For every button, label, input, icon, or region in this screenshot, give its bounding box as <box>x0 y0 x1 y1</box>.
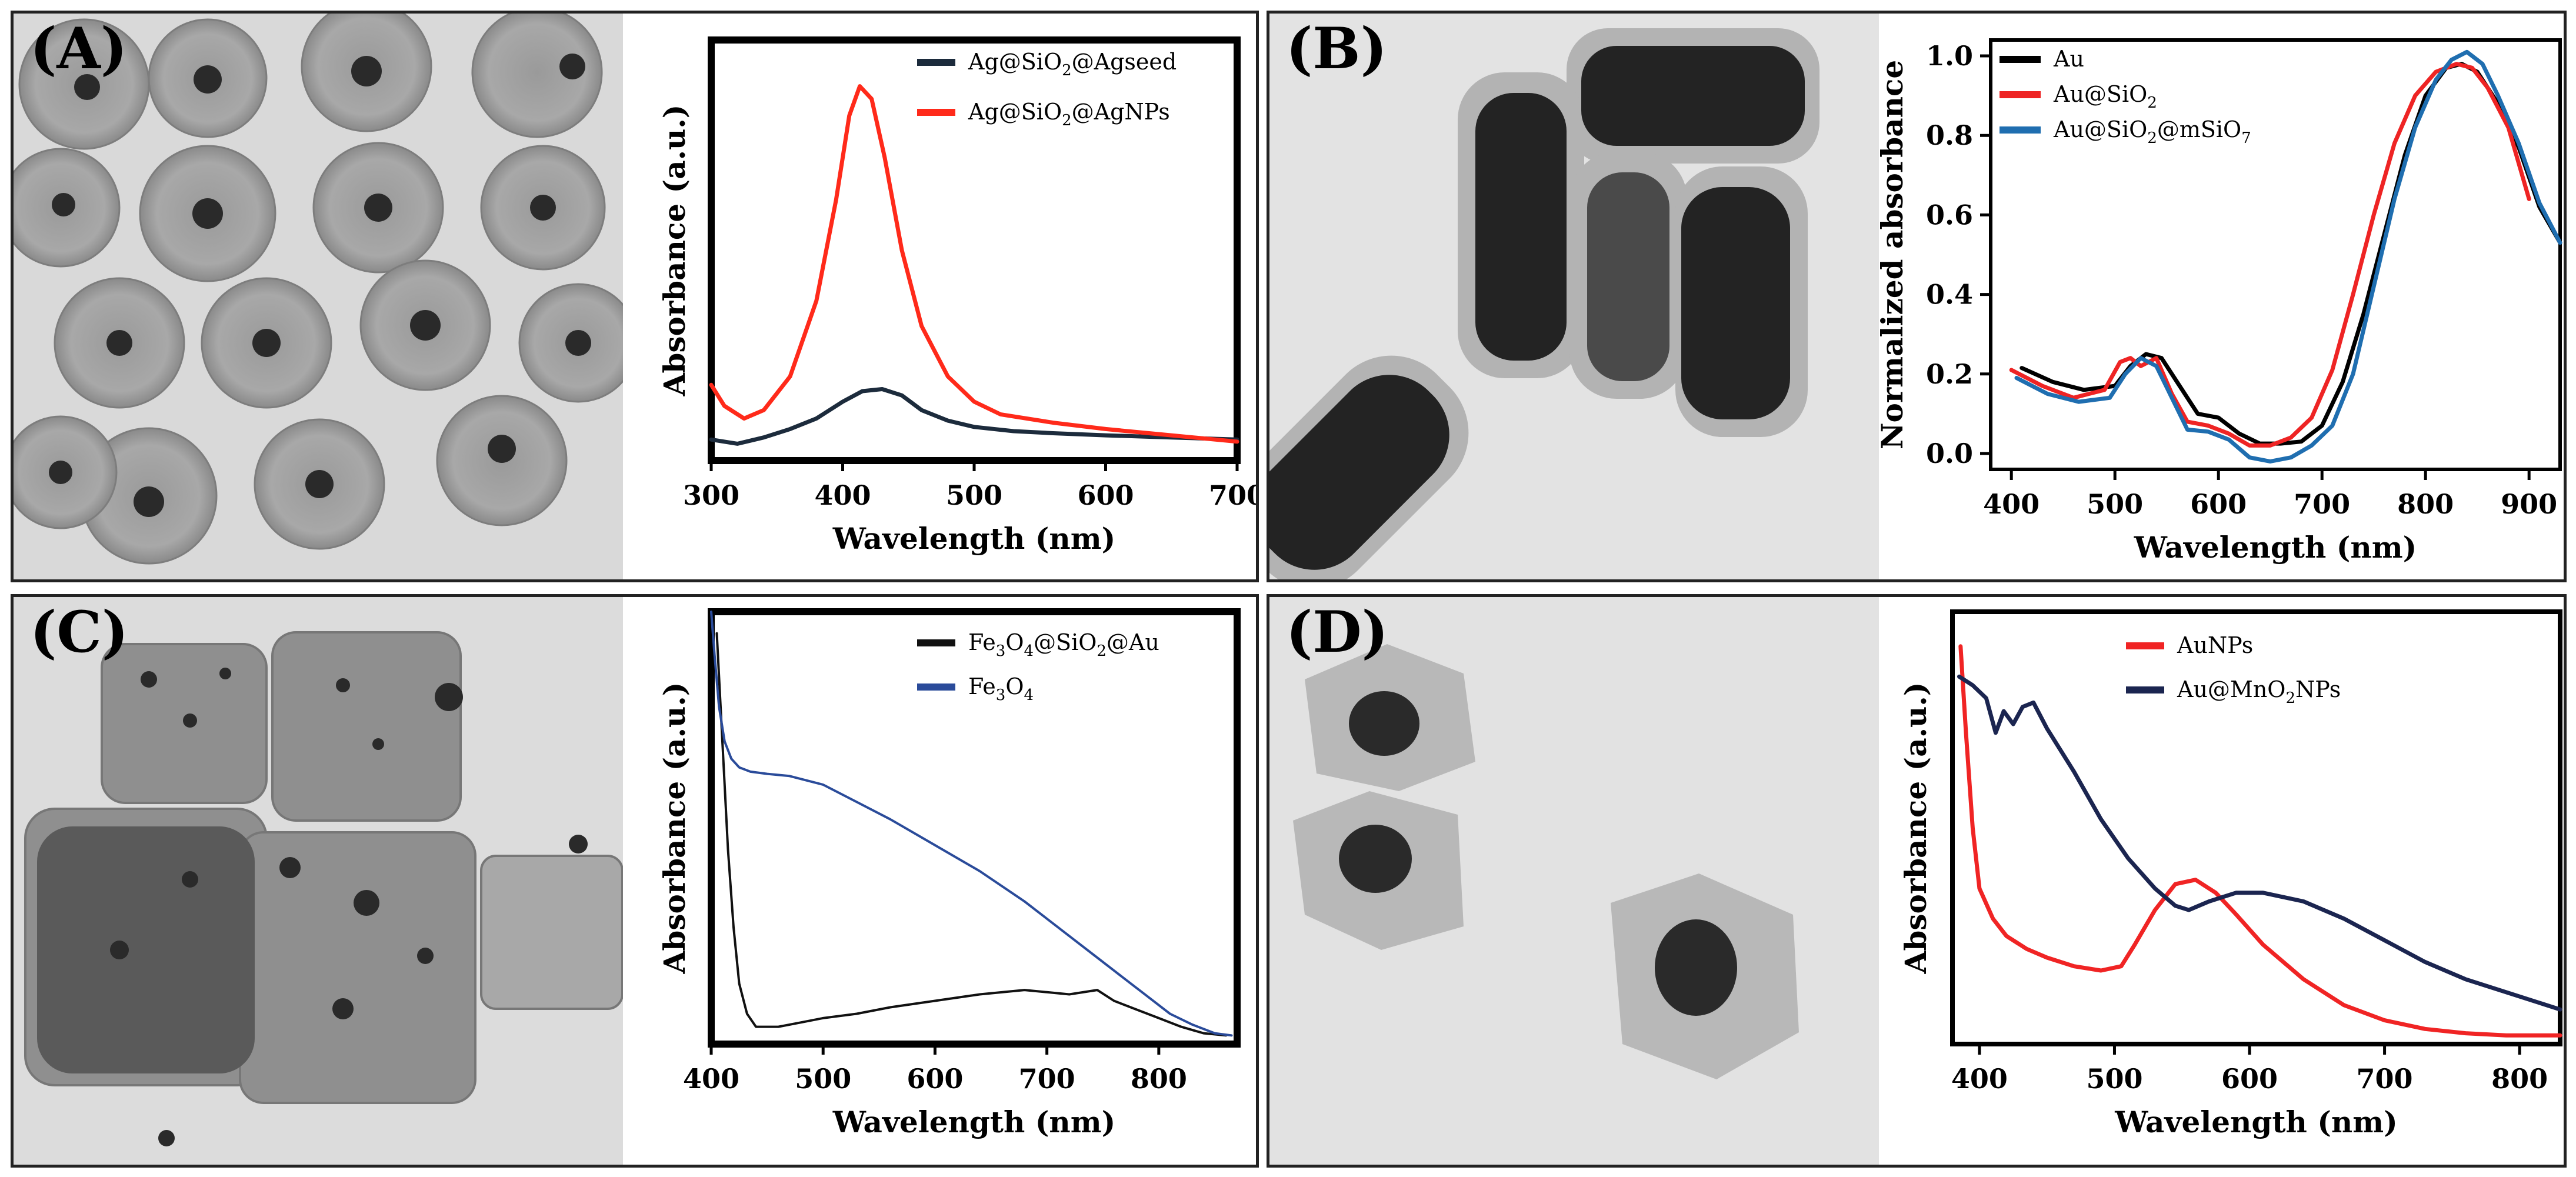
tem-image-d-graphic <box>1269 597 1879 1165</box>
series-line-d-1 <box>1957 674 2562 1012</box>
y-tick-label-b-4: 0.8 <box>1926 119 1973 151</box>
series-line-a-0 <box>709 387 1239 446</box>
y-tick-label-b-2: 0.4 <box>1926 279 1973 311</box>
y-axis-label-a: Absorbance (a.u.) <box>657 105 692 397</box>
panel-c: (C) 400 500 600 700 800 Wavelength (nm) Absorb… <box>11 594 1259 1168</box>
legend-label-d-0: AuNPs <box>2177 632 2253 658</box>
series-line-c-0 <box>715 632 1227 1037</box>
tem-image-c: (C) <box>14 597 623 1165</box>
legend-label-d-1: Au@MnO2​NPs <box>2177 676 2341 707</box>
tem-image-d: (D) <box>1269 597 1879 1165</box>
series-line-c-1 <box>710 611 1233 1037</box>
x-tick-label-b-0: 400 <box>1983 488 2040 520</box>
x-axis-label-d: Wavelength (nm) <box>2114 1105 2398 1139</box>
panel-b: (B) 400 500 600 700 800 900 0.0 0.2 0.4 0.6 0.8 1.0… <box>1267 11 2567 582</box>
x-tick-label-b-5: 900 <box>2501 488 2557 520</box>
x-tick-label-a-4: 700 <box>1209 479 1259 511</box>
series-group-a <box>709 84 1239 446</box>
tem-image-b: (B) <box>1269 14 1879 579</box>
x-tick-label-b-2: 600 <box>2190 488 2247 520</box>
legend-d: AuNPs Au@MnO2​NPs <box>2126 632 2341 707</box>
x-tick-label-c-2: 600 <box>907 1063 963 1095</box>
x-tick-label-c-4: 800 <box>1131 1063 1187 1095</box>
x-tick-label-b-1: 500 <box>2087 488 2143 520</box>
x-tick-label-d-1: 500 <box>2086 1063 2142 1095</box>
series-line-b-1 <box>2009 62 2531 448</box>
x-tick-label-a-1: 400 <box>814 479 871 511</box>
plot-frame-c <box>708 608 1241 1048</box>
tem-image-a: (A) <box>14 14 623 579</box>
plot-frame-b <box>1989 38 2562 471</box>
series-group-b <box>2009 49 2562 464</box>
y-tick-label-b-5: 1.0 <box>1926 40 1973 72</box>
legend-a: Ag@SiO2​@Agseed Ag@SiO2​@AgNPs <box>917 49 1177 129</box>
x-tick-label-d-4: 800 <box>2491 1063 2548 1095</box>
chart-c-svg: 400 500 600 700 800 Wavelength (nm) Absorbance… <box>657 608 1241 1139</box>
tem-image-c-graphic <box>14 597 623 1165</box>
series-line-b-2 <box>2014 49 2562 464</box>
x-tick-label-d-2: 600 <box>2221 1063 2278 1095</box>
x-tick-label-c-3: 700 <box>1019 1063 1075 1095</box>
x-axis-label-a: Wavelength (nm) <box>832 521 1116 556</box>
legend-label-a-1: Ag@SiO2​@AgNPs <box>968 99 1170 129</box>
y-tick-label-b-1: 0.2 <box>1926 358 1973 390</box>
x-axis-label-c: Wavelength (nm) <box>832 1105 1116 1139</box>
panel-label-a: (A) <box>30 15 128 82</box>
panel-a: (A) 300 400 500 600 700 Wavelength (nm) Absorb… <box>11 11 1259 582</box>
legend-c: Fe3​O4​@SiO2​@Au Fe3​O4​ <box>917 629 1159 704</box>
legend-label-c-0: Fe3​O4​@SiO2​@Au <box>968 629 1159 660</box>
legend-label-b-1: Au@SiO2​ <box>2053 81 2157 112</box>
x-axis-label-b: Wavelength (nm) <box>2134 530 2417 565</box>
series-group-d <box>1957 644 2562 1038</box>
y-tick-label-b-3: 0.6 <box>1926 199 1973 231</box>
y-axis-label-c: Absorbance (a.u.) <box>657 682 692 975</box>
x-tick-label-a-3: 600 <box>1077 479 1134 511</box>
x-tick-label-a-2: 500 <box>946 479 1002 511</box>
x-tick-label-d-0: 400 <box>1951 1063 2008 1095</box>
legend-label-a-0: Ag@SiO2​@Agseed <box>968 49 1177 79</box>
chart-d-svg: 400 500 600 700 800 Wavelength (nm) Absorbance… <box>1898 609 2562 1139</box>
legend-label-c-1: Fe3​O4​ <box>968 673 1034 704</box>
chart-a-svg: 300 400 500 600 700 Wavelength (nm) Absorbance… <box>657 36 1259 556</box>
chart-b-svg: 400 500 600 700 800 900 0.0 0.2 0.4 0.6 0.8 1.0 Wave… <box>1875 38 2562 565</box>
legend-label-b-0: Au <box>2053 46 2084 72</box>
chart-c: 400 500 600 700 800 Wavelength (nm) Absorbance… <box>623 597 1256 1165</box>
panel-label-d: (D) <box>1286 599 1389 665</box>
y-tick-label-b-0: 0.0 <box>1926 438 1973 469</box>
panel-label-b: (B) <box>1286 15 1387 82</box>
plot-frame-d <box>1950 609 2562 1046</box>
x-tick-label-d-3: 700 <box>2357 1063 2413 1095</box>
chart-d: 400 500 600 700 800 Wavelength (nm) Absorbance… <box>1879 597 2564 1165</box>
y-axis-label-d: Absorbance (a.u.) <box>1898 682 1933 975</box>
legend-label-b-2: Au@SiO2​@mSiO7​ <box>2053 116 2251 147</box>
series-line-d-0 <box>1958 644 2562 1038</box>
x-tick-label-a-0: 300 <box>683 479 739 511</box>
chart-b: 400 500 600 700 800 900 0.0 0.2 0.4 0.6 0.8 1.0 Wave… <box>1875 14 2564 579</box>
panel-label-c: (C) <box>30 599 129 665</box>
chart-a: 300 400 500 600 700 Wavelength (nm) Absorbance… <box>623 14 1259 579</box>
y-axis-label-b: Normalized absorbance <box>1875 60 1909 449</box>
legend-b: Au Au@SiO2​ Au@SiO2​@mSiO7​ <box>2000 46 2251 147</box>
panel-d: (D) 400 500 600 700 800 Wavelength (nm) Absorb… <box>1267 594 2567 1168</box>
x-tick-label-c-0: 400 <box>683 1063 739 1095</box>
series-group-c <box>710 611 1233 1037</box>
series-line-a-1 <box>709 84 1239 444</box>
x-tick-label-c-1: 500 <box>795 1063 851 1095</box>
tem-image-b-graphic <box>1269 14 1879 579</box>
x-tick-label-b-3: 700 <box>2294 488 2350 520</box>
x-tick-label-b-4: 800 <box>2397 488 2454 520</box>
tem-image-a-graphic <box>14 14 623 579</box>
